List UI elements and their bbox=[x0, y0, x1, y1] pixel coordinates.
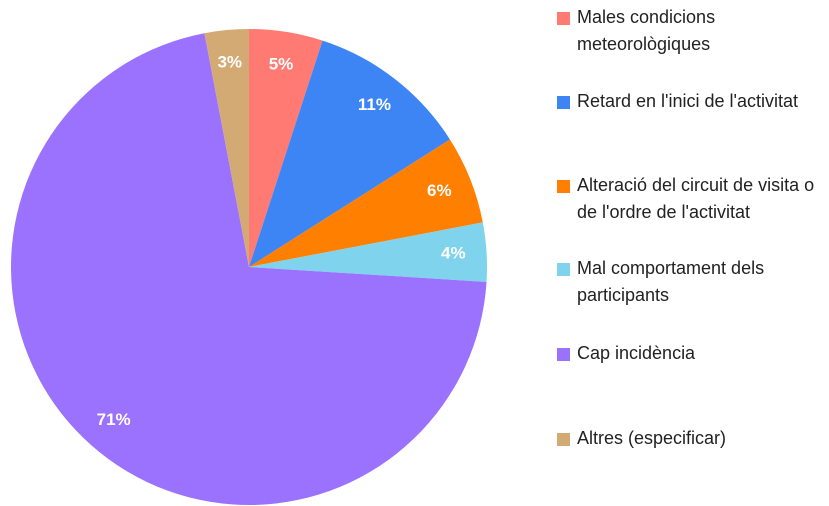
legend-item: Alteració del circuit de visita o de l'o… bbox=[557, 172, 827, 226]
legend-swatch bbox=[557, 433, 570, 446]
legend-label: Altres (especificar) bbox=[577, 428, 727, 448]
data-label: 71% bbox=[97, 410, 131, 429]
legend-item: Altres (especificar) bbox=[557, 425, 827, 452]
legend-swatch bbox=[557, 348, 570, 361]
legend-label: Mal comportament dels participants bbox=[577, 258, 765, 305]
legend-item: Cap incidència bbox=[557, 340, 827, 367]
data-label: 3% bbox=[217, 53, 242, 72]
legend-swatch bbox=[557, 96, 570, 109]
pie-slice bbox=[11, 33, 487, 505]
pie-slice bbox=[249, 222, 487, 282]
legend-item: Retard en l'inici de l'activitat bbox=[557, 88, 827, 115]
legend-swatch bbox=[557, 263, 570, 276]
legend-label: Alteració del circuit de visita o de l'o… bbox=[577, 175, 815, 222]
data-label: 6% bbox=[427, 181, 452, 200]
pie-slice bbox=[249, 29, 323, 267]
pie-slice bbox=[249, 139, 483, 267]
legend-label: Males condicions meteorològiques bbox=[577, 7, 716, 54]
legend-label: Cap incidència bbox=[577, 343, 696, 363]
legend-swatch bbox=[557, 12, 570, 25]
data-label: 4% bbox=[441, 244, 466, 263]
legend-item: Males condicions meteorològiques bbox=[557, 4, 827, 58]
legend-swatch bbox=[557, 180, 570, 193]
data-label: 5% bbox=[269, 54, 294, 73]
legend-label: Retard en l'inici de l'activitat bbox=[577, 91, 798, 111]
legend-item: Mal comportament dels participants bbox=[557, 255, 827, 309]
data-label: 11% bbox=[358, 95, 391, 114]
pie-slice bbox=[249, 40, 450, 268]
pie-slice bbox=[204, 29, 249, 267]
